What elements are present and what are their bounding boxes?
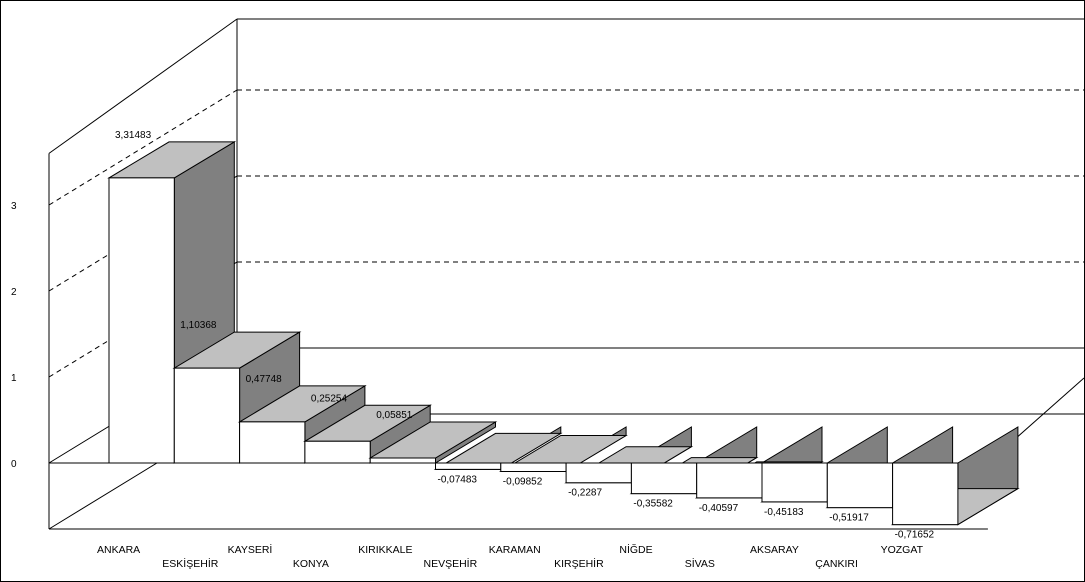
- x-tick-label: KIRIKKALE: [358, 544, 412, 556]
- bar: [500, 462, 567, 472]
- bar: [239, 421, 306, 464]
- data-label: -0,71652: [895, 530, 935, 541]
- bar: [304, 440, 371, 464]
- x-tick-label: KAYSERİ: [228, 543, 273, 556]
- x-tick-label: KONYA: [293, 558, 329, 570]
- data-label: -0,07483: [438, 474, 478, 485]
- x-tick-label: SİVAS: [685, 557, 715, 570]
- left-wall-top-edge: [48, 18, 238, 154]
- data-label: 3,31483: [115, 130, 152, 141]
- data-label: 0,47748: [246, 374, 283, 385]
- y-tick-label: 1: [11, 373, 17, 384]
- bar: [108, 177, 175, 464]
- x-tick-label: ÇANKIRI: [815, 558, 858, 570]
- y-tick-label: 0: [11, 459, 17, 470]
- bar: [173, 367, 241, 464]
- y-tick-label: 3: [11, 201, 17, 212]
- chart-labels: 0 1 2 3 3,31483 ANKARA 1,10368 ESKİŞEHİR 0,47748…: [11, 130, 935, 570]
- bar: [826, 462, 894, 509]
- data-label: -0,35582: [633, 499, 673, 510]
- bar: [630, 462, 698, 495]
- x-tick-label: NEVŞEHİR: [424, 557, 478, 570]
- data-label: 0,25254: [311, 393, 348, 404]
- data-label: 1,10368: [180, 320, 217, 331]
- x-tick-label: KARAMAN: [489, 544, 541, 556]
- data-label: -0,40597: [699, 503, 739, 514]
- bar: [369, 457, 436, 464]
- data-label: -0,2287: [568, 488, 602, 499]
- bar: [761, 462, 828, 503]
- data-label: -0,09852: [503, 476, 543, 487]
- bar: [565, 462, 632, 484]
- x-tick-label: ESKİŞEHİR: [162, 557, 218, 570]
- x-tick-label: KIRŞEHİR: [554, 557, 604, 570]
- bar: [696, 462, 763, 499]
- data-label: -0,45183: [764, 507, 804, 518]
- y-tick-label: 2: [11, 287, 17, 298]
- bar: [435, 462, 502, 470]
- chart-bars: [107, 141, 1020, 526]
- gridline-side-3: [48, 89, 238, 206]
- x-tick-label: AKSARAY: [750, 544, 799, 556]
- x-tick-label: YOZGAT: [881, 544, 924, 556]
- x-tick-label: NİĞDE: [619, 543, 652, 556]
- data-label: 0,05851: [376, 410, 413, 421]
- data-label: -0,51917: [829, 513, 869, 524]
- bar: [892, 462, 959, 526]
- x-tick-label: ANKARA: [97, 544, 140, 556]
